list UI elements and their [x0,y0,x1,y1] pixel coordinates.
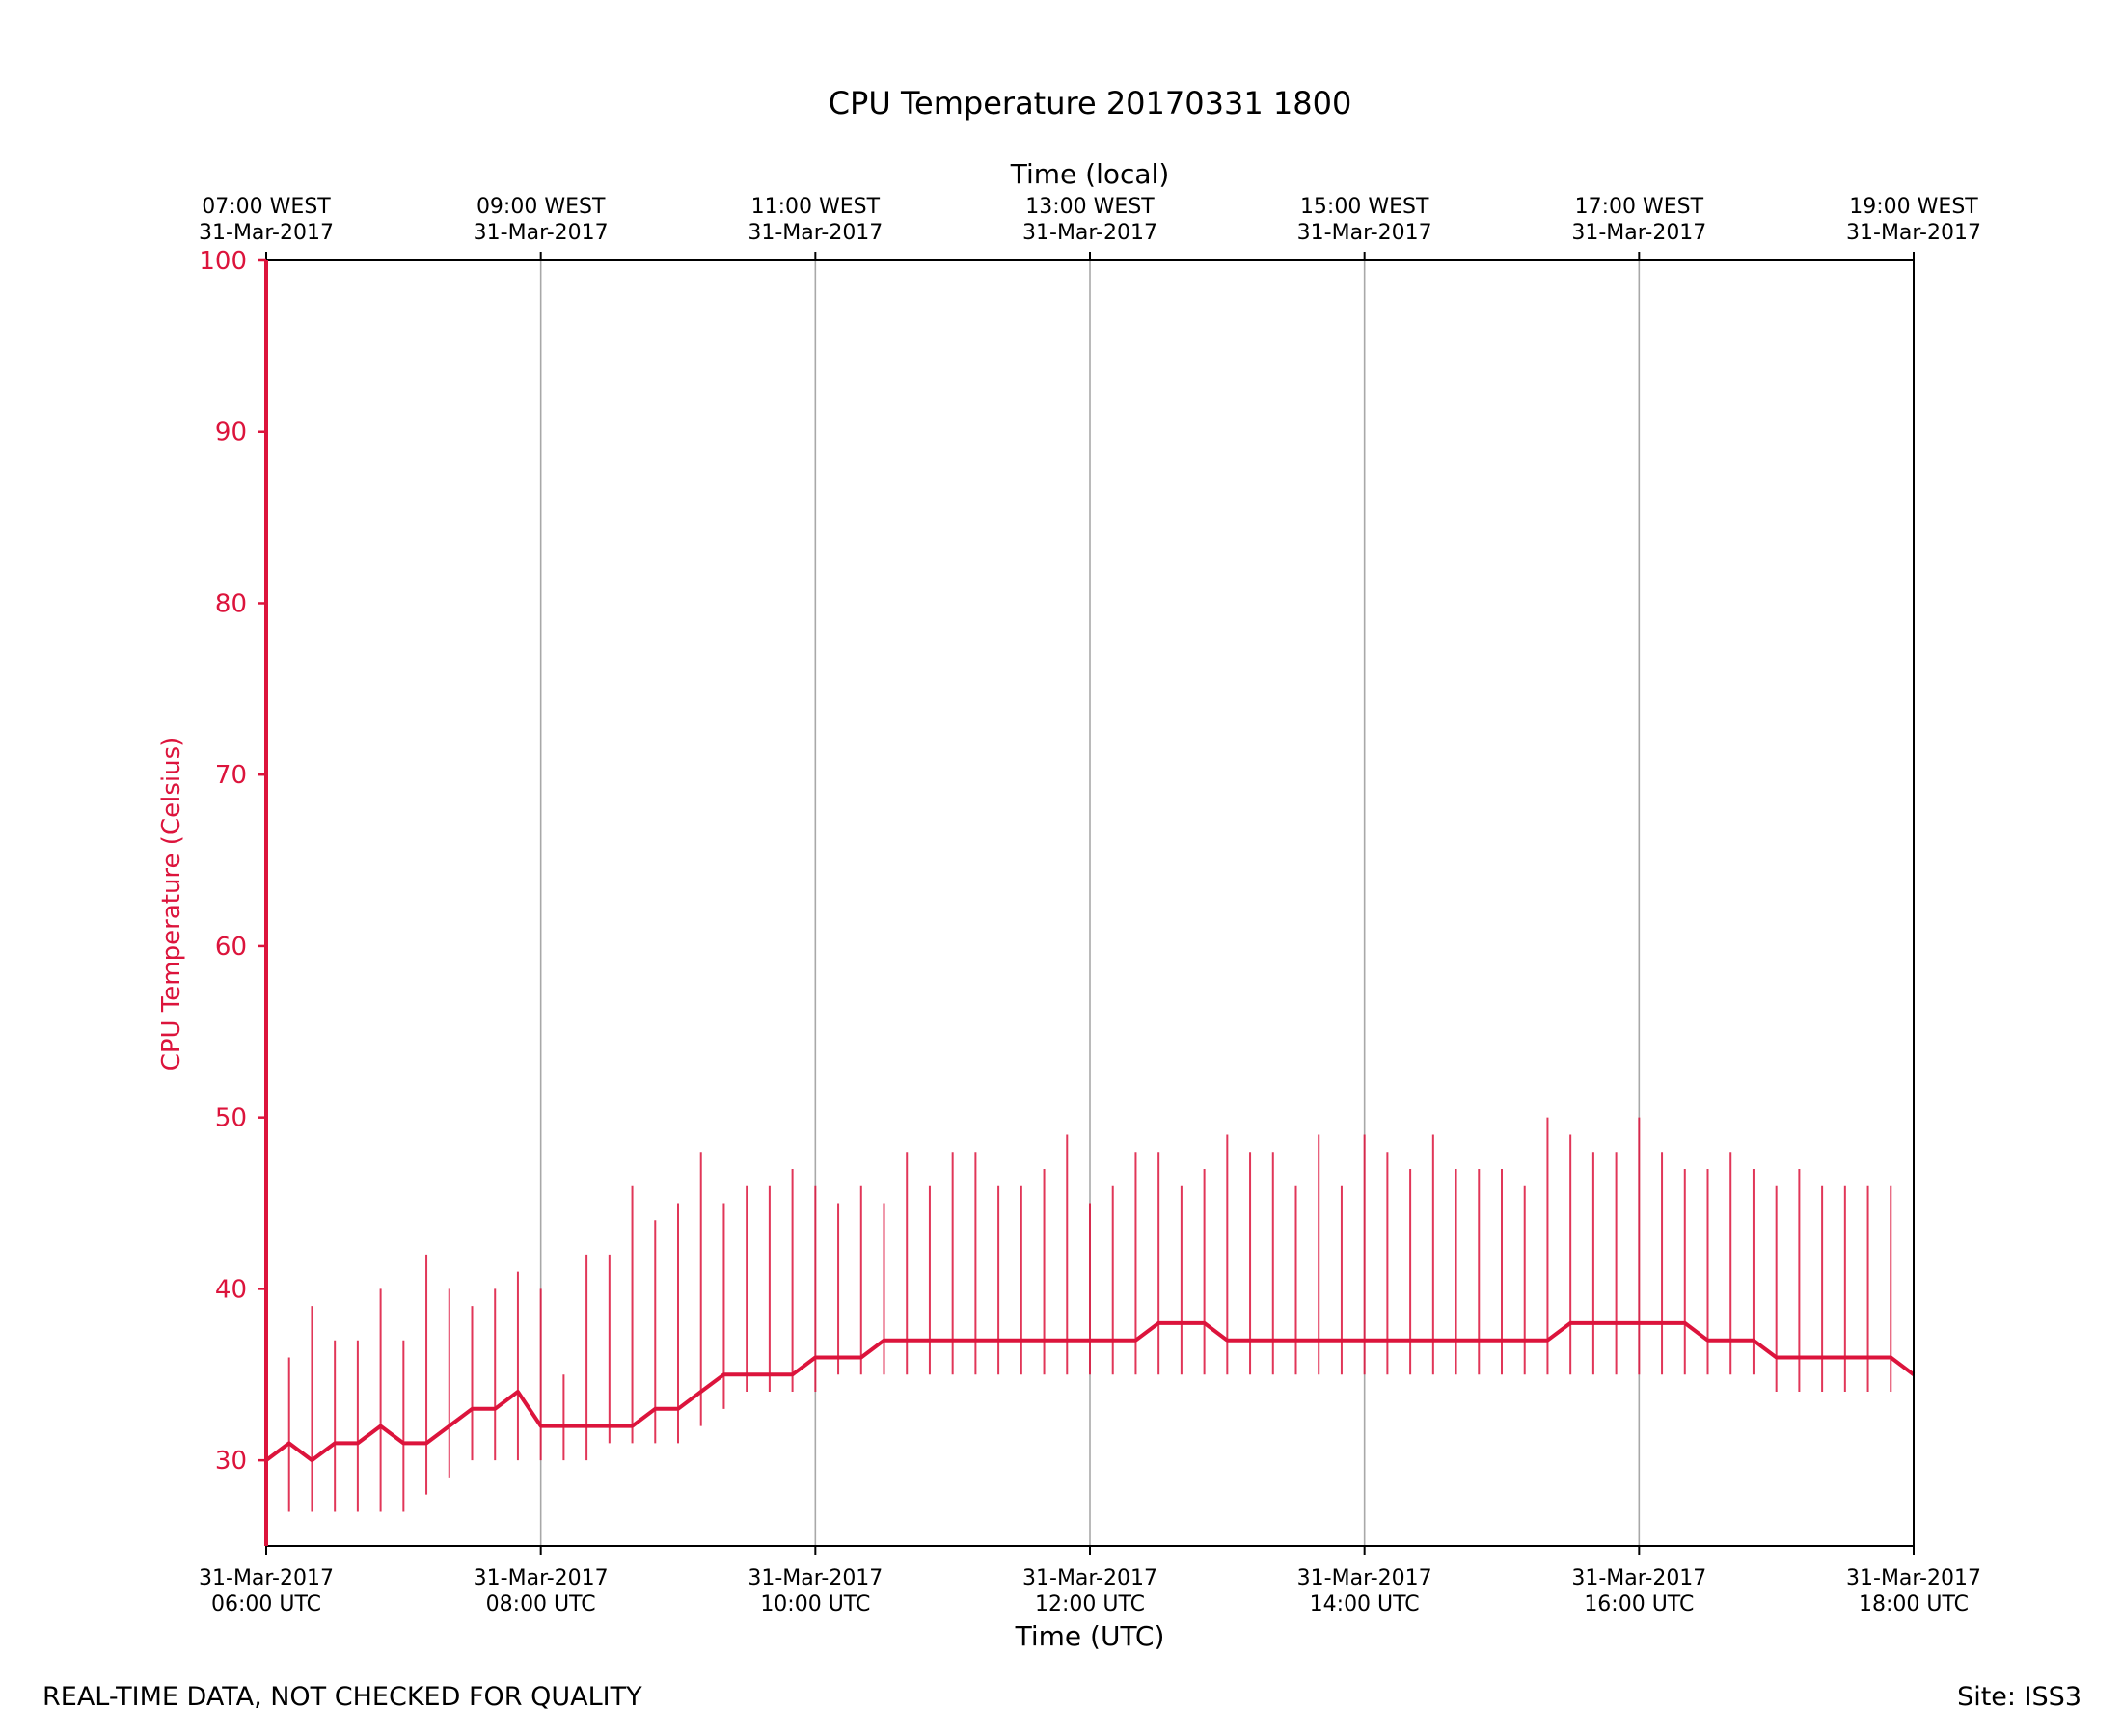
top-tick-time: 17:00 WEST [1575,195,1704,219]
x-tick-date: 31-Mar-2017 [1846,1566,1981,1590]
top-tick-time: 09:00 WEST [476,195,606,219]
top-tick-time: 15:00 WEST [1300,195,1429,219]
x-tick-date: 31-Mar-2017 [474,1566,609,1590]
x-tick-time: 08:00 UTC [486,1592,596,1616]
x-tick-date: 31-Mar-2017 [1297,1566,1432,1590]
x-tick-date: 31-Mar-2017 [748,1566,883,1590]
y-tick-label: 80 [215,589,247,618]
x-tick-time: 10:00 UTC [760,1592,870,1616]
top-tick-time: 13:00 WEST [1025,195,1155,219]
site-label: Site: ISS3 [1957,1682,2081,1712]
x-tick-date: 31-Mar-2017 [199,1566,334,1590]
top-tick-date: 31-Mar-2017 [1846,221,1981,245]
top-tick-date: 31-Mar-2017 [1297,221,1432,245]
y-axis-ticks: 30 40 50 60 70 80 90 100 [199,247,266,1476]
x-tick-date: 31-Mar-2017 [1022,1566,1157,1590]
temperature-line [264,1320,1916,1463]
quality-note: REAL-TIME DATA, NOT CHECKED FOR QUALITY [42,1682,642,1712]
x-tick-time: 18:00 UTC [1859,1592,1969,1616]
top-tick-time: 07:00 WEST [202,195,331,219]
x-tick-time: 16:00 UTC [1584,1592,1694,1616]
x-axis-label: Time (UTC) [1015,1620,1165,1652]
y-tick-label: 40 [215,1275,247,1304]
top-axis-label: Time (local) [1010,158,1170,190]
top-tick-date: 31-Mar-2017 [199,221,334,245]
y-tick-label: 100 [199,247,247,276]
x-tick-time: 14:00 UTC [1310,1592,1420,1616]
y-tick-label: 70 [215,761,247,790]
y-tick-label: 60 [215,933,247,962]
x-tick-time: 12:00 UTC [1035,1592,1145,1616]
top-tick-date: 31-Mar-2017 [1022,221,1157,245]
y-tick-label: 50 [215,1104,247,1133]
x-tick-date: 31-Mar-2017 [1571,1566,1706,1590]
top-tick-time: 19:00 WEST [1849,195,1978,219]
top-tick-date: 31-Mar-2017 [748,221,883,245]
top-tick-date: 31-Mar-2017 [1571,221,1706,245]
y-tick-label: 90 [215,419,247,448]
y-tick-label: 30 [215,1447,247,1476]
chart-title: CPU Temperature 20170331 1800 [829,85,1352,122]
top-tick-time: 11:00 WEST [751,195,881,219]
y-axis-label: CPU Temperature (Celsius) [157,737,186,1071]
top-tick-date: 31-Mar-2017 [474,221,609,245]
x-tick-time: 06:00 UTC [211,1592,321,1616]
